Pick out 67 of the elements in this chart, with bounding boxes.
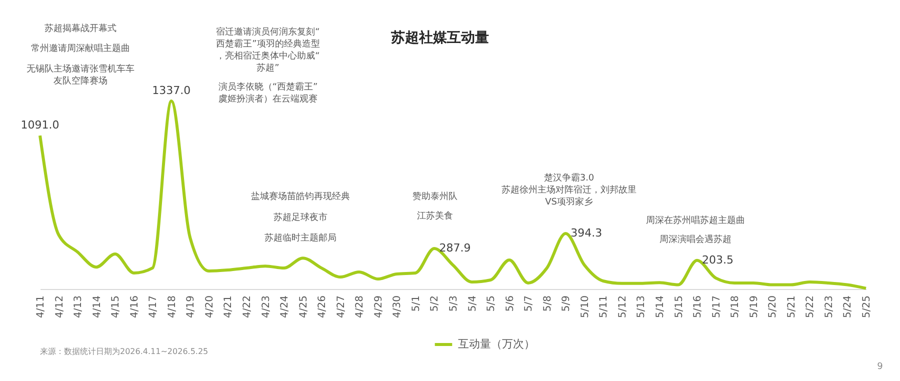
- x-tick-label: 4/25: [298, 296, 310, 318]
- x-tick-label: 5/25: [862, 296, 872, 318]
- x-tick-label: 5/12: [617, 296, 628, 318]
- x-tick-label: 4/30: [392, 296, 404, 318]
- x-tick-label: 5/22: [805, 296, 816, 318]
- data-label: 1091.0: [20, 118, 60, 132]
- data-label: 1337.0: [152, 84, 191, 97]
- x-tick-label: 5/4: [467, 296, 478, 312]
- x-tick-label: 4/15: [110, 296, 122, 318]
- x-tick-label: 5/3: [448, 296, 460, 312]
- annotation: 江苏美食: [417, 210, 453, 222]
- annotation: 盐城赛场苗皓钧再现经典: [251, 191, 350, 202]
- x-tick-label: 5/5: [486, 296, 498, 312]
- x-tick-label: 4/19: [186, 296, 197, 318]
- data-label: 203.5: [702, 253, 734, 266]
- data-label: 394.3: [570, 226, 602, 240]
- x-tick-label: 5/1: [410, 296, 422, 312]
- annotation: 周深演唱会遇苏超: [660, 234, 732, 245]
- x-tick-label: 4/29: [373, 296, 384, 318]
- text: 宿迁邀请演员何润东复刻“西楚霸王”项羽的经典造型，亮相宿迁奥体中心助威“苏超”: [216, 26, 320, 74]
- source-note: 来源：数据统计日期为2026.4.11~2026.5.25: [40, 347, 208, 356]
- x-tick-label: 5/20: [768, 296, 779, 318]
- text: 苏超揭幕战开幕式: [44, 23, 116, 34]
- x-tick-label: 5/15: [674, 296, 685, 318]
- annotation: 演员李依晓（“西楚霸王”虞姬扮演者）在云端观赛: [218, 82, 318, 104]
- x-tick-label: 4/22: [242, 296, 253, 318]
- x-tick-label: 4/17: [148, 296, 160, 318]
- x-tick-label: 5/11: [598, 296, 610, 318]
- x-tick-label: 5/21: [786, 296, 798, 318]
- x-tick-label: 4/26: [317, 296, 328, 318]
- x-tick-label: 5/9: [561, 296, 572, 312]
- x-tick-label: 4/28: [354, 296, 366, 318]
- x-tick-label: 5/23: [824, 296, 835, 318]
- x-tick-label: 5/18: [730, 296, 742, 318]
- x-tick-label: 5/17: [711, 296, 722, 318]
- x-tick-label: 5/8: [542, 296, 554, 312]
- text: 常州邀请周深献唱主题曲: [31, 43, 130, 54]
- x-tick-label: 4/23: [260, 296, 272, 318]
- x-tick-label: 5/10: [580, 296, 591, 318]
- text: 无锡队主场邀请张雪机车车友队空降赛场: [26, 64, 134, 86]
- annotation: 赞助泰州队: [412, 191, 458, 202]
- annotation: 苏超足球夜市: [274, 212, 328, 223]
- x-tick-label: 5/7: [524, 296, 535, 312]
- x-tick-label: 5/14: [655, 296, 666, 318]
- x-tick-label: 4/11: [36, 296, 46, 318]
- chart-title: 苏超社媒互动量: [390, 30, 489, 46]
- x-tick-label: 5/13: [636, 296, 648, 318]
- annotation: 楚汉争霸3.0 苏超徐州主场对阵宿迁，刘邦故里VS项羽家乡: [502, 172, 636, 208]
- x-tick-label: 5/19: [748, 296, 760, 318]
- x-tick-label: 4/14: [92, 296, 103, 318]
- x-tick-label: 5/24: [842, 296, 854, 318]
- x-tick-label: 5/2: [430, 296, 441, 312]
- annotation: 周深在苏州唱苏超主题曲: [646, 215, 745, 226]
- x-tick-label: 5/16: [692, 296, 704, 318]
- legend-label: 互动量（万次）: [458, 338, 535, 350]
- x-tick-label: 4/21: [223, 296, 234, 318]
- text: 9: [877, 362, 884, 372]
- annotation: 苏超临时主题邮局: [264, 232, 336, 244]
- x-tick-label: 4/24: [280, 296, 291, 318]
- x-tick-label: 4/20: [204, 296, 216, 318]
- x-tick-label: 4/13: [73, 296, 84, 318]
- data-label: 287.9: [439, 242, 471, 255]
- x-tick-label: 4/12: [54, 296, 66, 318]
- x-tick-label: 4/27: [336, 296, 347, 318]
- x-tick-label: 5/6: [504, 296, 516, 312]
- x-tick-label: 4/18: [166, 296, 178, 318]
- x-tick-label: 4/16: [129, 296, 140, 318]
